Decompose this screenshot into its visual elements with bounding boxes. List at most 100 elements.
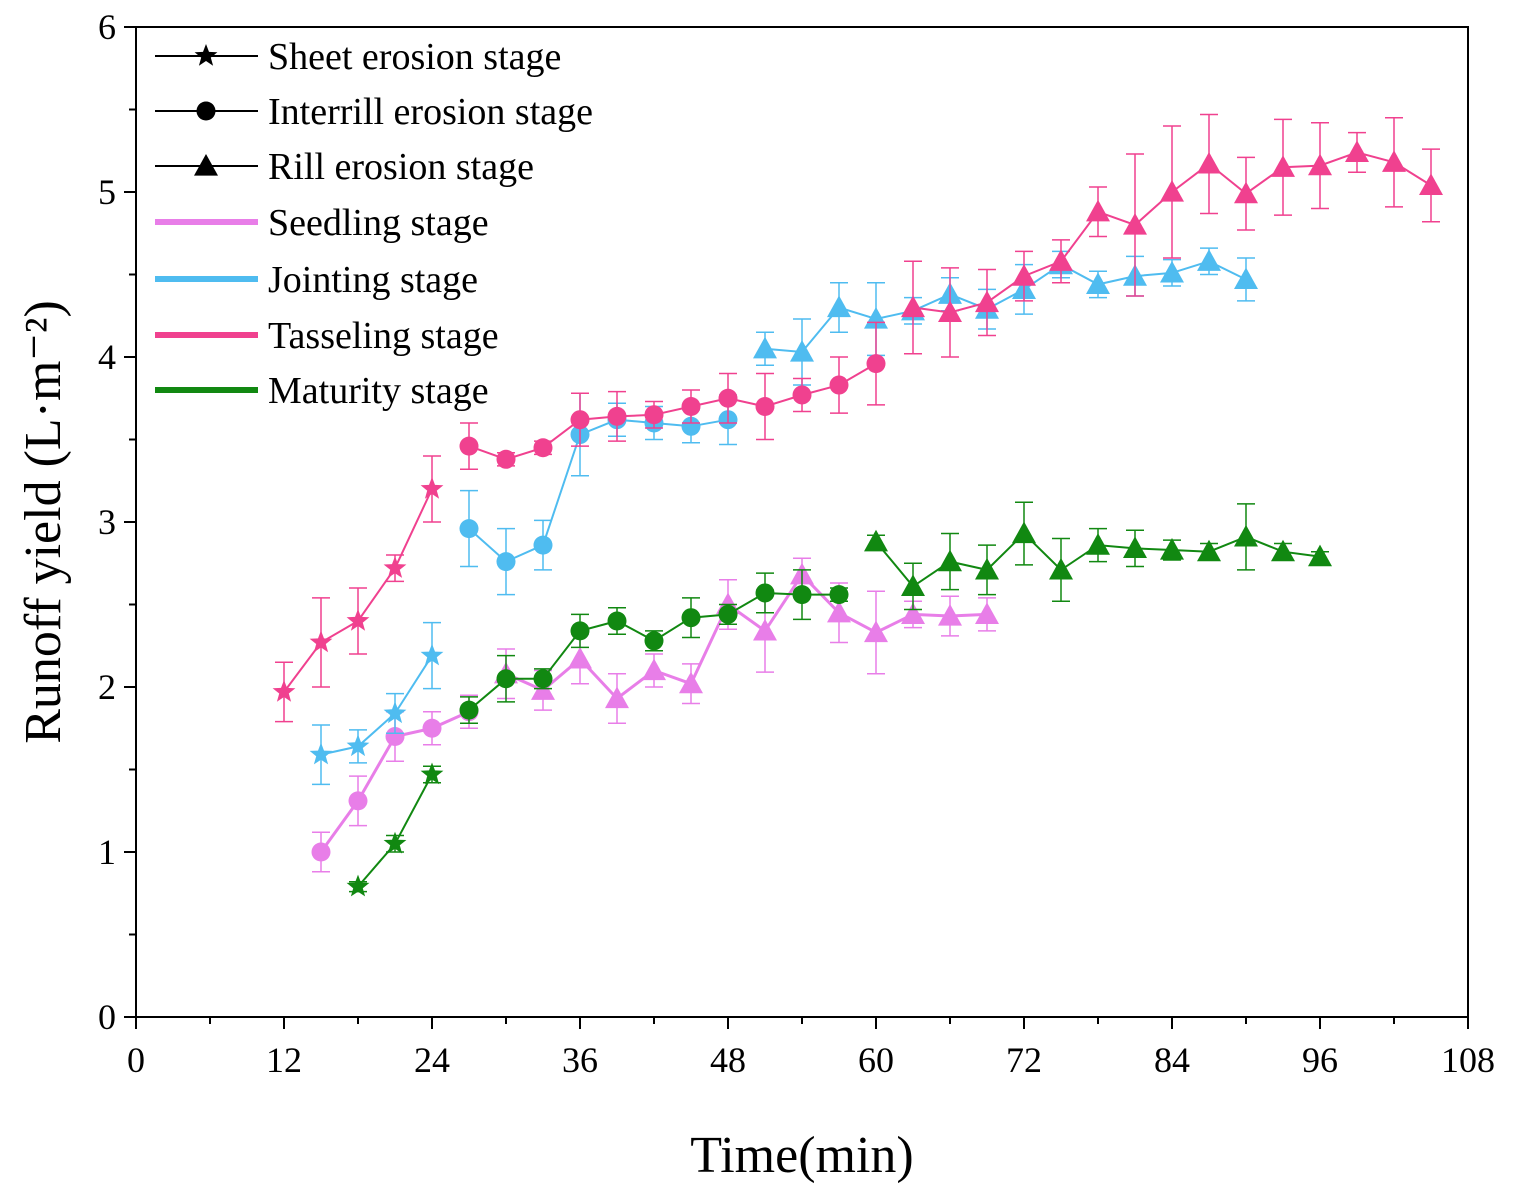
- data-point: [642, 658, 666, 681]
- y-tick-label: 2: [98, 667, 116, 707]
- y-tick-label: 6: [98, 7, 116, 47]
- series-line: [468, 418, 729, 563]
- legend-label: Tasseling stage: [268, 315, 499, 357]
- data-point: [568, 646, 592, 669]
- data-point: [1160, 538, 1184, 560]
- data-point: [1271, 539, 1295, 562]
- data-point: [1234, 267, 1258, 290]
- data-point: [864, 620, 888, 643]
- data-point: [1160, 180, 1184, 202]
- data-point: [644, 405, 664, 425]
- data-point: [459, 700, 479, 720]
- data-point: [1308, 153, 1332, 176]
- data-point: [420, 477, 444, 499]
- data-point: [792, 385, 812, 405]
- x-tick-label: 36: [562, 1040, 598, 1080]
- data-point: [901, 602, 925, 624]
- data-point: [496, 552, 516, 572]
- series-line: [320, 655, 433, 756]
- data-point: [1086, 272, 1110, 294]
- x-tick-label: 108: [1441, 1040, 1495, 1080]
- y-axis-title: Runoff yield (L·m⁻²): [15, 300, 72, 744]
- x-tick-label: 60: [858, 1040, 894, 1080]
- x-tick-label: 84: [1154, 1040, 1190, 1080]
- y-tick-label: 1: [98, 832, 116, 872]
- legend-label: Jointing stage: [268, 259, 478, 301]
- data-point: [309, 630, 333, 653]
- legend-circle-marker: [196, 101, 216, 121]
- data-point: [901, 295, 925, 318]
- data-point: [348, 791, 368, 811]
- legend-label: Sheet erosion stage: [268, 36, 561, 78]
- data-point: [459, 436, 479, 456]
- data-point: [1012, 521, 1036, 544]
- data-point: [755, 583, 775, 603]
- y-tick-label: 5: [98, 172, 116, 212]
- series-line: [468, 591, 839, 711]
- data-point: [1197, 539, 1221, 562]
- data-point: [383, 831, 407, 854]
- data-point: [679, 671, 703, 694]
- data-point: [975, 602, 999, 624]
- x-tick-label: 72: [1006, 1040, 1042, 1080]
- data-point: [681, 397, 701, 416]
- data-point: [681, 416, 701, 436]
- data-point: [827, 600, 851, 623]
- data-point: [864, 307, 888, 329]
- legend-triangle-marker: [194, 154, 218, 176]
- data-point: [1160, 260, 1184, 283]
- series-line: [357, 774, 433, 888]
- data-point: [420, 762, 444, 785]
- data-point: [1197, 249, 1221, 271]
- x-axis: 0 12 24 36 48 60 72 84 96 108: [127, 1017, 1495, 1080]
- legend-label: Seedling stage: [268, 202, 489, 244]
- y-tick-label: 3: [98, 502, 116, 542]
- data-point: [346, 734, 370, 757]
- data-point: [938, 549, 962, 572]
- data-point: [607, 406, 627, 426]
- legend-label: Maturity stage: [268, 370, 489, 412]
- data-point: [346, 609, 370, 631]
- data-point: [753, 618, 777, 641]
- series-jointing-stage: [309, 247, 1258, 786]
- data-point: [605, 686, 629, 709]
- data-point: [1345, 140, 1369, 162]
- data-point: [975, 290, 999, 313]
- series-layer: [272, 113, 1443, 897]
- data-point: [975, 557, 999, 580]
- data-point: [1086, 533, 1110, 555]
- data-point: [864, 529, 888, 552]
- data-point: [681, 608, 701, 628]
- x-tick-label: 24: [414, 1040, 450, 1080]
- data-point: [383, 556, 407, 578]
- x-axis-title: Time(min): [690, 1127, 913, 1184]
- x-tick-label: 96: [1302, 1040, 1338, 1080]
- data-point: [1123, 536, 1147, 558]
- x-tick-label: 12: [266, 1040, 302, 1080]
- data-point: [829, 585, 849, 605]
- data-point: [1049, 249, 1073, 271]
- data-point: [420, 643, 444, 666]
- data-point: [533, 438, 553, 458]
- data-point: [901, 574, 925, 596]
- y-axis: 0 1 2 3 4 5 6: [98, 7, 136, 1037]
- data-point: [533, 535, 553, 555]
- data-point: [1197, 151, 1221, 174]
- data-point: [938, 604, 962, 626]
- series-maturity-stage: [346, 501, 1332, 897]
- data-point: [644, 631, 664, 651]
- legend-label: Rill erosion stage: [268, 146, 534, 188]
- x-tick-label: 48: [710, 1040, 746, 1080]
- series-seedling-stage: [311, 557, 999, 873]
- data-point: [1271, 155, 1295, 177]
- data-point: [533, 669, 553, 689]
- data-point: [938, 300, 962, 323]
- data-point: [422, 718, 442, 738]
- data-point: [755, 397, 775, 416]
- data-point: [309, 742, 333, 765]
- data-point: [1123, 213, 1147, 235]
- data-point: [1049, 557, 1073, 580]
- data-point: [496, 449, 516, 469]
- data-point: [459, 519, 479, 539]
